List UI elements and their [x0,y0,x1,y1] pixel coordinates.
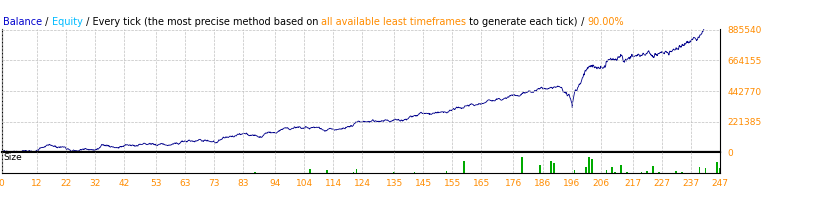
Bar [613,172,615,173]
Bar [587,157,589,173]
Bar [352,172,354,173]
Bar [640,172,641,173]
Text: Equity: Equity [52,17,83,27]
Bar [414,172,415,173]
Bar [645,171,647,173]
Bar [675,171,676,173]
Bar [605,170,607,173]
Bar [355,169,357,173]
Bar [538,165,540,173]
Bar [446,171,447,173]
Text: to generate each tick): to generate each tick) [466,17,577,27]
Text: 90.00%: 90.00% [586,17,623,27]
Text: Size: Size [4,153,22,162]
Bar [651,166,653,173]
Bar [698,167,699,173]
Text: Balance: Balance [3,17,43,27]
Bar [553,163,554,173]
Bar [704,168,705,173]
Bar [521,157,523,173]
Bar [657,172,659,173]
Bar [393,172,395,173]
Bar [326,170,328,173]
Bar [718,168,720,173]
Text: all available least timeframes: all available least timeframes [321,17,466,27]
Bar [573,170,575,173]
Bar [253,172,256,173]
Text: /: / [43,17,52,27]
Bar [550,161,551,173]
Bar [625,172,627,173]
Bar [611,167,613,173]
Bar [619,165,621,173]
Bar [585,167,586,173]
Bar [590,159,592,173]
Text: /: / [577,17,586,27]
Bar [309,169,310,173]
Text: / Every tick (the most precise method based on: / Every tick (the most precise method ba… [83,17,321,27]
Bar [681,172,682,173]
Bar [463,161,464,173]
Bar [715,162,717,173]
